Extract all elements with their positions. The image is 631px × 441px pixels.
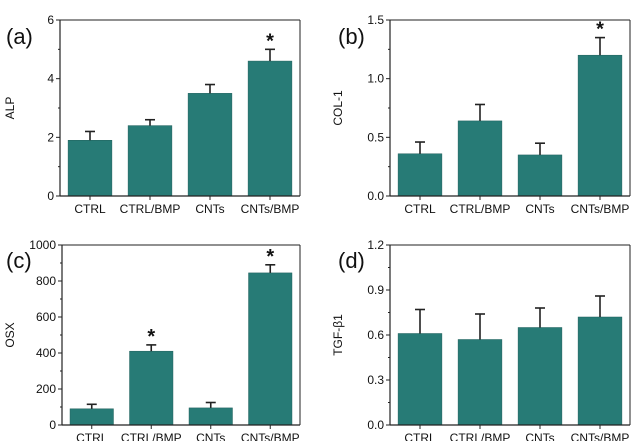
panel-label: (a) — [6, 24, 33, 49]
bar — [397, 153, 443, 197]
bar — [187, 93, 233, 197]
x-tick-label: CTRL/BMP — [121, 431, 182, 441]
x-tick-label: CNTs/BMP — [241, 431, 300, 441]
y-tick-label: 0.5 — [367, 130, 384, 144]
significance-marker: * — [266, 30, 274, 52]
bar — [248, 272, 293, 426]
bar — [517, 154, 563, 197]
bar — [397, 333, 443, 426]
x-tick-label: CTRL — [76, 431, 108, 441]
x-tick-label: CNTs — [525, 431, 554, 441]
y-axis-label: TGF-β1 — [331, 314, 345, 356]
bar — [69, 408, 114, 426]
x-tick-label: CTRL/BMP — [120, 202, 181, 216]
bar — [577, 54, 623, 197]
y-tick-label: 1.5 — [367, 13, 384, 27]
x-tick-label: CTRL — [404, 431, 436, 441]
y-tick-label: 6 — [47, 13, 54, 27]
y-axis-label: ALP — [3, 97, 17, 120]
x-tick-label: CNTs — [525, 202, 554, 216]
y-tick-label: 1000 — [29, 238, 56, 252]
x-tick-label: CNTs — [195, 202, 224, 216]
x-tick-label: CNTs/BMP — [241, 202, 300, 216]
y-tick-label: 800 — [36, 274, 56, 288]
y-tick-label: 2 — [47, 130, 54, 144]
bar — [517, 327, 563, 426]
y-tick-label: 1.0 — [367, 72, 384, 86]
significance-marker: * — [266, 246, 274, 268]
y-tick-label: 1.2 — [367, 238, 384, 252]
bar — [188, 407, 233, 426]
y-tick-label: 0.6 — [367, 328, 384, 342]
x-tick-label: CNTs — [196, 431, 225, 441]
x-tick-label: CNTs/BMP — [571, 431, 630, 441]
bar — [129, 350, 174, 426]
panel-label: (d) — [338, 248, 365, 273]
bar — [127, 125, 173, 197]
y-tick-label: 0 — [47, 189, 54, 203]
x-tick-label: CTRL/BMP — [450, 202, 511, 216]
y-tick-label: 200 — [36, 382, 56, 396]
y-tick-label: 4 — [47, 72, 54, 86]
y-tick-label: 400 — [36, 346, 56, 360]
bar — [67, 140, 113, 197]
bar — [457, 339, 503, 426]
x-tick-label: CTRL — [74, 202, 106, 216]
y-tick-label: 0.3 — [367, 373, 384, 387]
x-tick-label: CNTs/BMP — [571, 202, 630, 216]
significance-marker: * — [596, 19, 604, 41]
bar — [457, 120, 503, 197]
y-tick-label: 0.9 — [367, 283, 384, 297]
y-axis-label: OSX — [3, 322, 17, 347]
y-tick-label: 0.0 — [367, 418, 384, 432]
y-tick-label: 0 — [49, 418, 56, 432]
x-tick-label: CTRL/BMP — [450, 431, 511, 441]
panel-label: (c) — [6, 248, 32, 273]
bar — [247, 60, 293, 197]
y-axis-label: COL-1 — [331, 90, 345, 126]
significance-marker: * — [147, 326, 155, 348]
y-tick-label: 600 — [36, 310, 56, 324]
x-tick-label: CTRL — [404, 202, 436, 216]
bar — [577, 316, 623, 426]
y-tick-label: 0.0 — [367, 189, 384, 203]
panel-label: (b) — [338, 24, 365, 49]
